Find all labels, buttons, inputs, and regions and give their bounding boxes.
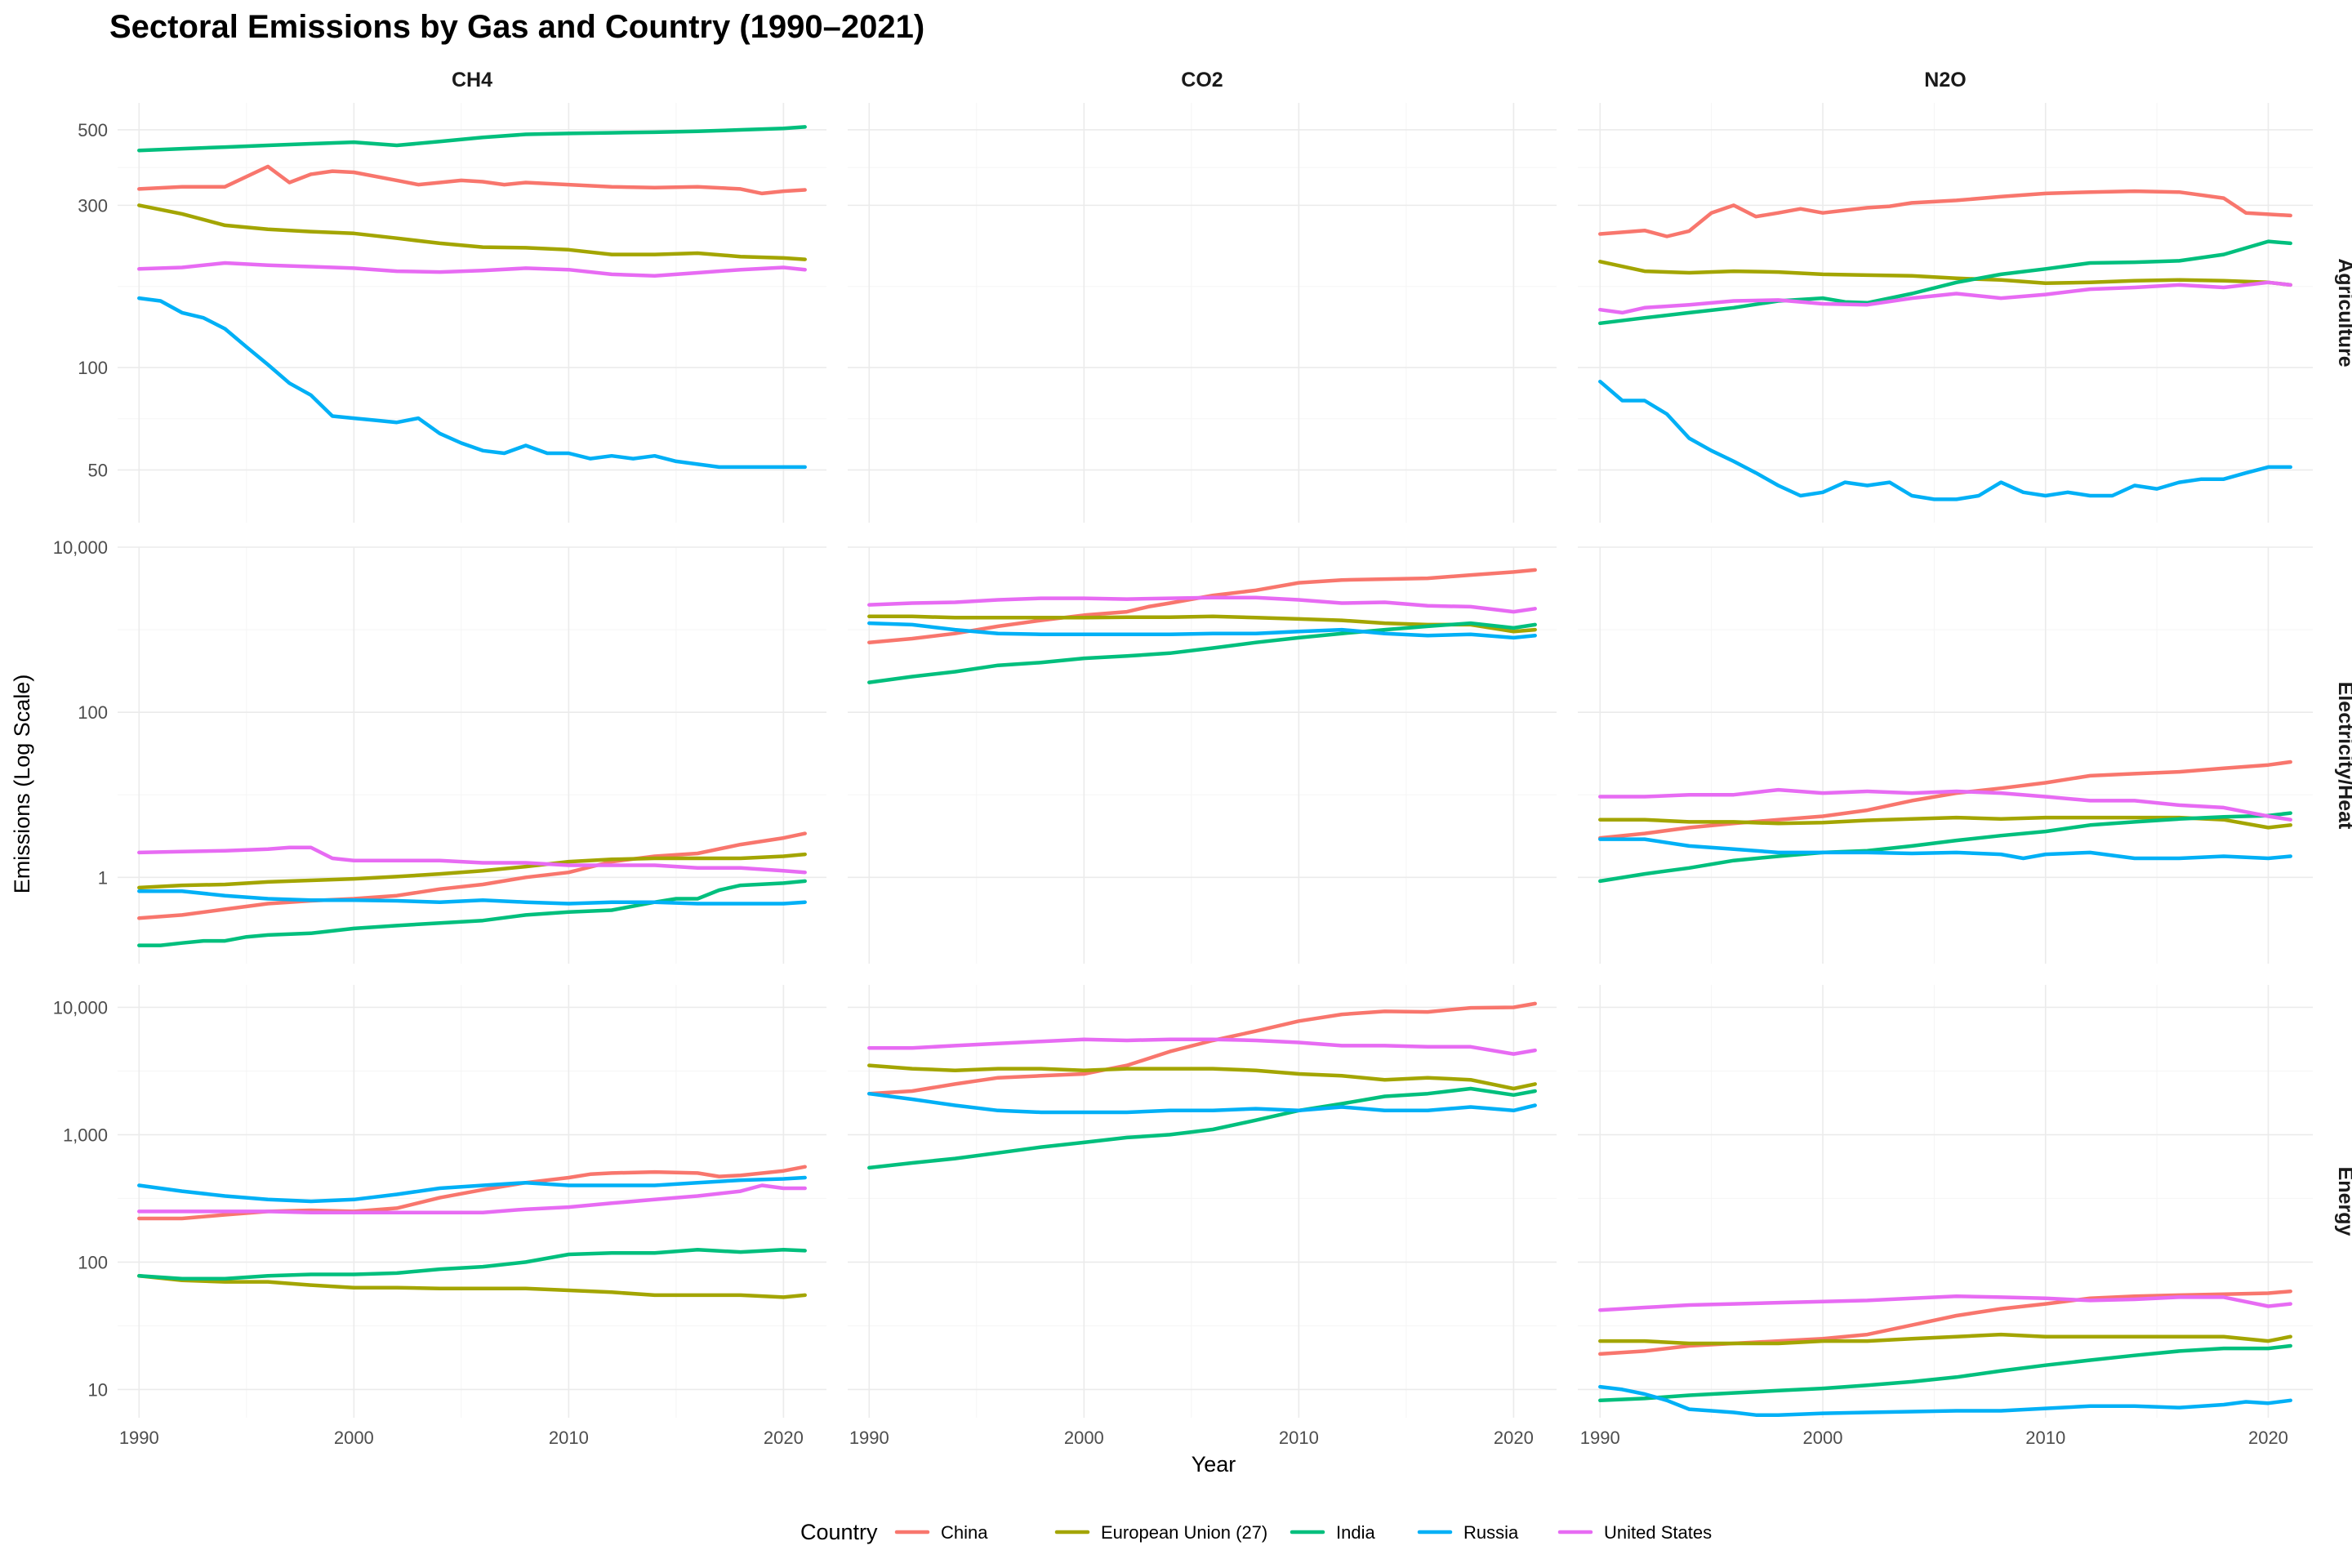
y-tick-label: 1 [98,867,108,888]
legend-label: Russia [1463,1522,1519,1543]
series-line-china [137,831,807,920]
x-tick-label: 2020 [2248,1428,2288,1448]
series-line-european-union-27 [1598,1332,2292,1346]
series-line-russia [137,889,807,906]
x-tick-label: 2020 [1494,1428,1534,1448]
series-line-china [1598,189,2292,238]
series-line-india [1598,1343,2292,1403]
legend-label: India [1336,1522,1375,1543]
legend: Country China European Union (27) India Russ… [800,1520,1712,1544]
series-line-united-states [867,595,1537,614]
series-line-india [137,1248,807,1281]
x-tick-label: 2000 [1803,1428,1843,1448]
strip-row-agriculture: Agriculture [2334,258,2352,367]
y-tick-label: 10,000 [53,997,108,1018]
series-line-russia [867,621,1537,640]
series-line-united-states [1598,280,2292,315]
x-tick-label: 2010 [549,1428,589,1448]
panels-layer: Agriculture 50 100 300 500 CH4 CO2 N2O Electrici… [53,69,2352,1448]
series-line-china [1598,760,2292,840]
series-line-united-states [867,1037,1537,1056]
series-line-european-union-27 [137,1274,807,1299]
series-line-european-union-27 [137,852,807,890]
x-tick-label: 2010 [1279,1428,1319,1448]
series-line-european-union-27 [867,1063,1537,1091]
legend-item-india: India [1290,1522,1375,1543]
y-tick-label: 300 [78,195,108,216]
y-tick-label: 100 [78,702,108,723]
panel-energy-ch4 [118,985,826,1418]
series-line-russia [1598,837,2292,861]
strip-col-co2: CO2 [1181,69,1223,91]
y-tick-label: 10 [88,1379,108,1400]
series-line-united-states [1598,787,2292,822]
legend-item-european-union-27: European Union (27) [1054,1522,1267,1543]
series-line-united-states [137,261,807,278]
x-tick-label: 1990 [119,1428,159,1448]
y-tick-label: 100 [78,1252,108,1272]
series-line-india [867,621,1537,684]
series-line-india [137,125,807,153]
y-axis-title: Emissions (Log Scale) [10,675,34,894]
chart-title: Sectoral Emissions by Gas and Country (1… [109,9,924,45]
legend-label: United States [1604,1522,1712,1543]
x-axis-title: Year [1192,1452,1236,1477]
legend-label: China [941,1522,988,1543]
strip-col-n2o: N2O [1924,69,1966,91]
x-tick-label: 2020 [764,1428,804,1448]
strip-row-electricity-heat: Electricity/Heat [2334,682,2352,830]
series-line-united-states [137,845,807,875]
x-tick-label: 1990 [1580,1428,1620,1448]
legend-item-china: China [894,1522,988,1543]
x-tick-label: 2000 [334,1428,374,1448]
panel-energy-co2 [848,985,1557,1418]
series-line-russia [1598,379,2292,501]
y-tick-label: 1,000 [63,1125,108,1145]
series-line-india [137,879,807,947]
y-tick-label: 500 [78,120,108,140]
series-line-russia [1598,1384,2292,1417]
legend-item-united-states: United States [1557,1522,1712,1543]
series-line-russia [137,1175,807,1204]
series-line-india [1598,239,2292,326]
panel-energy-n2o [1578,985,2313,1418]
panel-agriculture-co2 [848,103,1557,523]
series-line-russia [137,296,807,470]
panel-agriculture-ch4 [118,103,826,523]
legend-title: Country [800,1520,878,1544]
y-tick-label: 50 [88,460,108,480]
x-tick-label: 2010 [2025,1428,2065,1448]
series-line-india [1598,811,2292,884]
panel-agriculture-n2o [1578,103,2313,523]
panel-electricity-heat-ch4 [118,546,826,964]
x-tick-label: 2000 [1064,1428,1104,1448]
panel-electricity-heat-co2 [848,546,1557,964]
strip-col-ch4: CH4 [452,69,492,91]
strip-row-energy: Energy [2334,1167,2352,1236]
series-line-russia [867,1091,1537,1115]
panel-electricity-heat-n2o [1578,546,2313,964]
series-line-european-union-27 [137,203,807,261]
series-line-european-union-27 [1598,260,2292,287]
series-line-india [867,1086,1537,1170]
series-line-united-states [137,1183,807,1214]
x-tick-label: 1990 [849,1428,889,1448]
legend-item-russia: Russia [1417,1522,1519,1543]
y-tick-label: 100 [78,358,108,378]
y-tick-label: 10,000 [53,537,108,558]
series-line-china [137,164,807,196]
legend-label: European Union (27) [1101,1522,1267,1543]
series-line-united-states [1598,1294,2292,1312]
